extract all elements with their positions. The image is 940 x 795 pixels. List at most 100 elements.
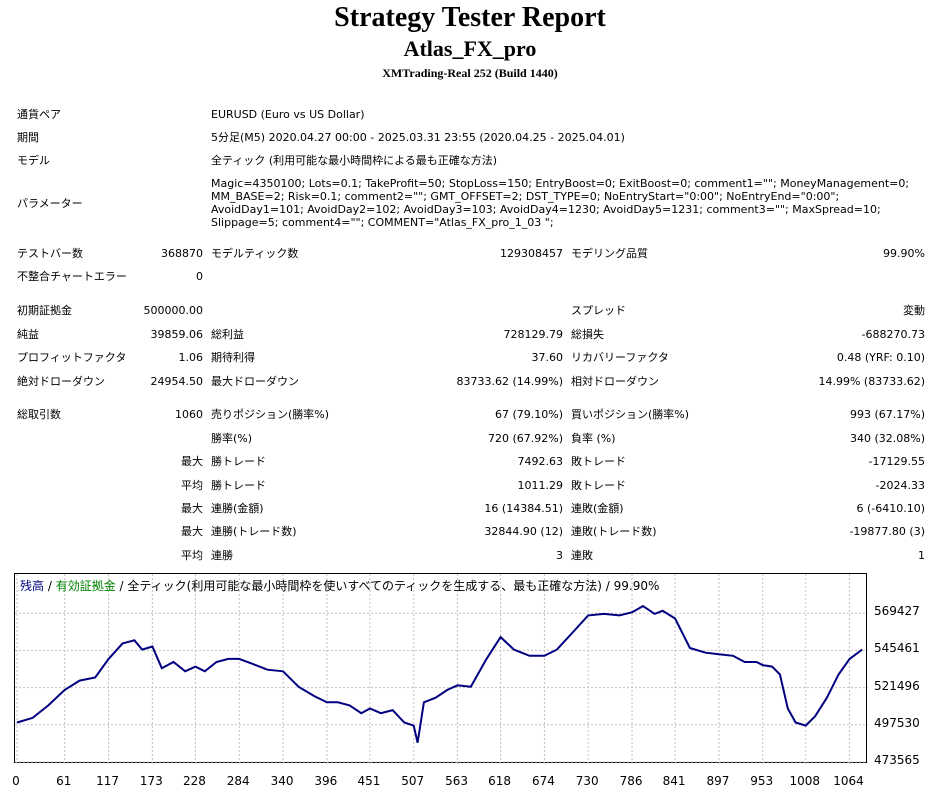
average-label: 平均 (181, 479, 203, 492)
x-tick-label-12: 674 (531, 774, 555, 788)
max-cons-money-label: 最大 (181, 502, 203, 515)
largest-win-value: 7492.63 (517, 455, 564, 468)
max-dd-label: 最大ドローダウン (211, 375, 299, 388)
ticks-label: モデルティック数 (211, 247, 299, 260)
x-tick-label-4: 228 (182, 774, 206, 788)
pf-label: プロフィットファクタ (17, 351, 127, 364)
gross-profit-label: 総利益 (211, 328, 244, 341)
params-label: パラメーター (17, 197, 83, 210)
x-tick-label-7: 396 (314, 774, 338, 788)
deposit-value: 500000.00 (143, 304, 204, 317)
legend-separator: / (44, 579, 56, 593)
max-cons-trades-label: 最大 (181, 525, 203, 538)
cons-win-trades-value: 32844.90 (12) (484, 525, 563, 538)
y-tick-label-1: 545461 (874, 641, 920, 656)
largest-win-label: 勝トレード (211, 455, 266, 468)
avg-cons-win-label: 連勝 (211, 549, 233, 562)
max-dd-value: 83733.62 (14.99%) (456, 375, 563, 388)
recovery-label: リカバリーファクタ (571, 351, 669, 364)
chart-legend: 残高 / 有効証拠金 / 全ティック(利用可能な最小時間枠を使いすべてのティック… (20, 577, 659, 594)
cons-win-trades-label: 連勝(トレード数) (211, 525, 297, 538)
x-tick-label-14: 786 (619, 774, 643, 788)
y-tick-label-0: 569427 (874, 604, 920, 619)
ticks-value: 129308457 (500, 247, 563, 260)
win-rate-value: 720 (67.92%) (487, 432, 563, 445)
y-tick-label-4: 473565 (874, 753, 920, 767)
pf-value: 1.06 (178, 351, 204, 364)
net-label: 純益 (17, 328, 39, 341)
cons-loss-money-value: 6 (-6410.10) (856, 502, 925, 515)
short-label: 売りポジション(勝率%) (211, 408, 330, 421)
params-value: Magic=4350100; Lots=0.1; TakeProfit=50; … (211, 177, 910, 229)
x-tick-label-2: 117 (96, 774, 119, 788)
total-trades-value: 1060 (175, 408, 203, 421)
avg-loss-label: 敗トレード (571, 479, 626, 492)
y-tick-label-3: 497530 (874, 715, 920, 730)
largest-loss-value: -17129.55 (868, 455, 925, 468)
abs-dd-label: 絶対ドローダウン (17, 375, 105, 388)
bars-value: 368870 (161, 247, 203, 260)
mismatch-label: 不整合チャートエラー (17, 270, 127, 283)
symbol-label: 通貨ペア (17, 108, 61, 121)
y-tick-label-2: 521496 (874, 678, 920, 693)
loss-rate-label: 負率 (%) (571, 432, 616, 445)
x-tick-label-3: 173 (139, 774, 163, 788)
cons-loss-trades-value: -19877.80 (3) (849, 525, 925, 538)
short-value: 67 (79.10%) (494, 408, 563, 421)
spread-value: 変動 (903, 304, 925, 317)
long-label: 買いポジション(勝率%) (571, 408, 690, 421)
largest-loss-label: 敗トレード (571, 455, 626, 468)
x-tick-label-13: 730 (575, 774, 599, 788)
balance-line (16, 604, 863, 743)
legend-model-info: / 全ティック(利用可能な最小時間枠を使いすべてのティックを生成する、最も正確な… (115, 579, 660, 593)
x-tick-label-6: 340 (270, 774, 294, 788)
x-tick-label-17: 953 (750, 774, 774, 788)
rel-dd-value: 14.99% (83733.62) (818, 375, 925, 388)
cons-loss-trades-label: 連敗(トレード数) (571, 525, 657, 538)
x-tick-label-9: 507 (401, 774, 425, 788)
x-tick-label-0: 0 (12, 774, 20, 788)
expected-value: 37.60 (531, 351, 564, 364)
report-title: Strategy Tester Report (334, 2, 606, 33)
x-tick-label-15: 841 (662, 774, 686, 788)
quality-value: 99.90% (883, 247, 925, 260)
x-tick-label-18: 1008 (789, 774, 820, 788)
x-tick-label-19: 1064 (833, 774, 864, 788)
avg-win-value: 1011.29 (517, 479, 564, 492)
balance-chart (14, 573, 868, 764)
mismatch-value: 0 (196, 270, 203, 283)
avg-win-label: 勝トレード (211, 479, 266, 492)
legend-balance: 残高 (20, 579, 45, 593)
total-trades-label: 総取引数 (17, 408, 61, 421)
cons-loss-money-label: 連敗(金額) (571, 502, 624, 515)
long-value: 993 (67.17%) (849, 408, 925, 421)
cons-win-money-label: 連勝(金額) (211, 502, 264, 515)
gross-profit-value: 728129.79 (503, 328, 564, 341)
spread-label: スプレッド (571, 304, 626, 317)
x-tick-label-8: 451 (357, 774, 381, 788)
avg-cons-win-value: 3 (556, 549, 563, 562)
expected-label: 期待利得 (211, 351, 255, 364)
balance-chart-svg (15, 574, 868, 764)
deposit-label: 初期証拠金 (17, 304, 72, 317)
x-tick-label-1: 61 (56, 774, 72, 788)
loss-rate-value: 340 (32.08%) (849, 432, 925, 445)
model-label: モデル (17, 154, 50, 167)
avg-cons-label: 平均 (181, 549, 203, 562)
avg-cons-loss-value: 1 (918, 549, 925, 562)
period-value: 5分足(M5) 2020.04.27 00:00 - 2025.03.31 23… (211, 131, 625, 144)
ea-name: Atlas_FX_pro (403, 36, 537, 61)
largest-label: 最大 (181, 455, 203, 468)
gross-loss-label: 総損失 (571, 328, 604, 341)
net-value: 39859.06 (150, 328, 204, 341)
x-tick-label-10: 563 (445, 774, 468, 788)
legend-equity: 有効証拠金 (55, 579, 116, 593)
period-label: 期間 (17, 131, 39, 144)
server-info: XMTrading-Real 252 (Build 1440) (382, 66, 558, 80)
x-tick-label-16: 897 (706, 774, 730, 788)
avg-cons-loss-label: 連敗 (571, 549, 593, 562)
win-rate-label: 勝率(%) (211, 432, 253, 445)
x-tick-label-5: 284 (226, 774, 250, 788)
avg-loss-value: -2024.33 (875, 479, 925, 492)
gross-loss-value: -688270.73 (861, 328, 925, 341)
